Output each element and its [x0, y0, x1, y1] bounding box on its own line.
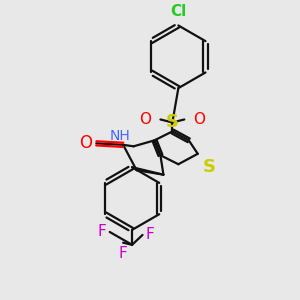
Text: S: S — [203, 158, 216, 176]
Text: Cl: Cl — [170, 4, 187, 19]
Text: F: F — [98, 224, 107, 239]
Text: F: F — [146, 227, 154, 242]
Text: O: O — [193, 112, 205, 127]
Text: S: S — [166, 113, 179, 131]
Text: O: O — [79, 134, 92, 152]
Text: F: F — [119, 246, 128, 261]
Text: NH: NH — [110, 129, 130, 143]
Text: O: O — [140, 112, 152, 127]
